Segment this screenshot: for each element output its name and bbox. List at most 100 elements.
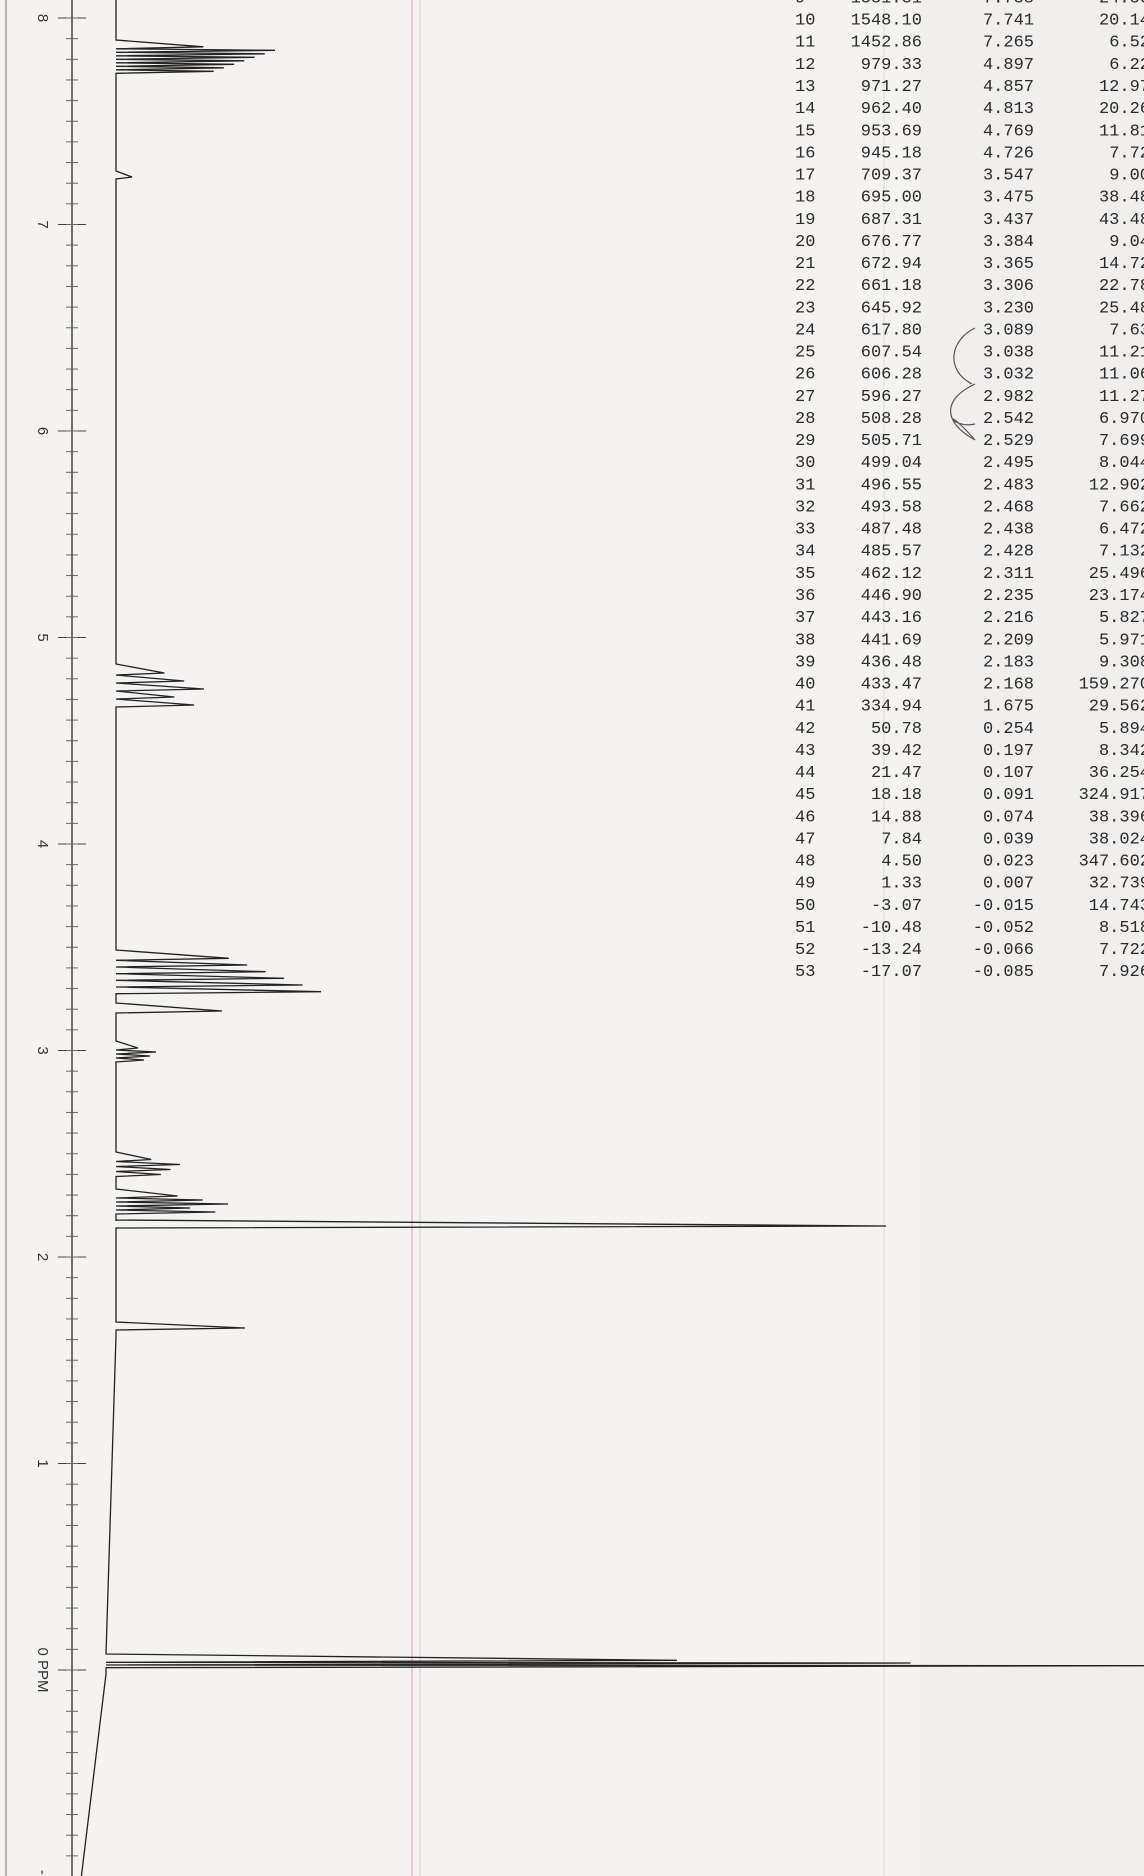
handwritten-mark — [950, 327, 976, 441]
row-index: 28 — [795, 410, 815, 429]
hz: 607.54 — [861, 344, 922, 363]
ppm: 2.311 — [983, 565, 1034, 584]
ppm: 0.074 — [983, 808, 1034, 827]
height: 6.52 — [1109, 34, 1144, 53]
ppm: -0.066 — [973, 941, 1034, 960]
row-index: 12 — [795, 56, 815, 75]
scan-shade — [920, 0, 1144, 1876]
hz: 1551.31 — [851, 0, 922, 8]
ppm: 3.032 — [983, 366, 1034, 385]
row-index: 33 — [795, 521, 815, 540]
ppm: 2.542 — [983, 410, 1034, 429]
height: 8.518 — [1099, 919, 1144, 938]
row-index: 25 — [795, 344, 815, 363]
hz: 508.28 — [861, 410, 922, 429]
hz: 596.27 — [861, 388, 922, 407]
hz: 487.48 — [861, 521, 922, 540]
hz: 485.57 — [861, 543, 922, 562]
hz: 606.28 — [861, 366, 922, 385]
hz: 334.94 — [861, 698, 922, 717]
height: 7.72 — [1109, 144, 1144, 163]
row-index: 53 — [795, 963, 815, 982]
tick-label: 8 — [34, 14, 51, 22]
hz: 39.42 — [871, 742, 922, 761]
height: 32.739 — [1089, 875, 1144, 894]
ppm: 2.468 — [983, 498, 1034, 517]
tick-label: 0 PPM — [34, 1647, 51, 1692]
ppm: 0.023 — [983, 853, 1034, 872]
hz: 1.33 — [881, 875, 922, 894]
ppm-axis: 8 7 6 5 4 3 2 1 0 PPM -1 — [34, 14, 86, 1876]
row-index: 45 — [795, 786, 815, 805]
hz: 499.04 — [861, 454, 922, 473]
ppm: 2.235 — [983, 587, 1034, 606]
hz: -17.07 — [861, 963, 922, 982]
ppm: 2.428 — [983, 543, 1034, 562]
row-index: 36 — [795, 587, 815, 606]
row-index: 21 — [795, 255, 815, 274]
height: 12.97 — [1099, 78, 1144, 97]
row-index: 46 — [795, 808, 815, 827]
height: 23.174 — [1089, 587, 1144, 606]
ppm: 3.089 — [983, 321, 1034, 340]
hz: 14.88 — [871, 808, 922, 827]
tick-label: 3 — [34, 1046, 51, 1054]
hz: 695.00 — [861, 189, 922, 208]
ppm: 4.857 — [983, 78, 1034, 97]
hz: 953.69 — [861, 122, 922, 141]
height: 7.63 — [1109, 321, 1144, 340]
height: 7.699 — [1099, 432, 1144, 451]
ppm: -0.085 — [973, 963, 1034, 982]
ppm: 2.529 — [983, 432, 1034, 451]
row-index: 48 — [795, 853, 815, 872]
hz: -13.24 — [861, 941, 922, 960]
row-index: 14 — [795, 100, 815, 119]
height: 38.48 — [1099, 189, 1144, 208]
hz: 436.48 — [861, 653, 922, 672]
ppm: 0.254 — [983, 720, 1034, 739]
hz: 443.16 — [861, 609, 922, 628]
height: 12.902 — [1089, 476, 1144, 495]
row-index: 15 — [795, 122, 815, 141]
row-index: 38 — [795, 631, 815, 650]
hz: 709.37 — [861, 167, 922, 186]
ppm: 0.007 — [983, 875, 1034, 894]
height: 7.722 — [1099, 941, 1144, 960]
spectrum-trace — [80, 0, 1144, 1876]
height: 14.743 — [1089, 897, 1144, 916]
ppm: 2.183 — [983, 653, 1034, 672]
height: 9.04 — [1109, 233, 1144, 252]
row-index: 27 — [795, 388, 815, 407]
row-index: 24 — [795, 321, 815, 340]
hz: 617.80 — [861, 321, 922, 340]
hz: 7.84 — [881, 830, 922, 849]
row-index: 30 — [795, 454, 815, 473]
row-index: 47 — [795, 830, 815, 849]
tick-label: 2 — [34, 1253, 51, 1261]
hz: 672.94 — [861, 255, 922, 274]
ppm: 3.365 — [983, 255, 1034, 274]
height: 8.044 — [1099, 454, 1144, 473]
hz: 962.40 — [861, 100, 922, 119]
height: 38.396 — [1089, 808, 1144, 827]
hz: 645.92 — [861, 299, 922, 318]
hz: -3.07 — [871, 897, 922, 916]
hz: 979.33 — [861, 56, 922, 75]
row-index: 26 — [795, 366, 815, 385]
height: 5.894 — [1099, 720, 1144, 739]
ppm: 3.437 — [983, 211, 1034, 230]
height: 20.26 — [1099, 100, 1144, 119]
hz: -10.48 — [861, 919, 922, 938]
hz: 50.78 — [871, 720, 922, 739]
row-index: 22 — [795, 277, 815, 296]
hz: 433.47 — [861, 676, 922, 695]
hz: 18.18 — [871, 786, 922, 805]
height: 5.971 — [1099, 631, 1144, 650]
hz: 661.18 — [861, 277, 922, 296]
ppm: -0.052 — [973, 919, 1034, 938]
ppm: 2.216 — [983, 609, 1034, 628]
tick-label: 1 — [34, 1459, 51, 1467]
hz: 687.31 — [861, 211, 922, 230]
height: 25.48 — [1099, 299, 1144, 318]
row-index: 13 — [795, 78, 815, 97]
